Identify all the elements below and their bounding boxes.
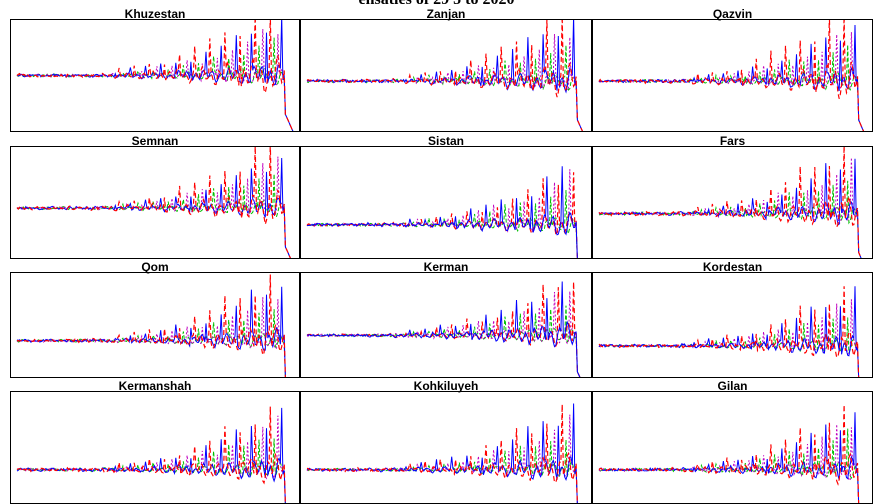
series-line-red [598, 147, 862, 258]
series-line-magenta [306, 414, 578, 503]
series-line-green [598, 44, 865, 131]
figure-title: ensaties of 29 5 to 2020 [0, 0, 873, 8]
series-line-blue [598, 24, 865, 131]
series-line-red [598, 20, 865, 131]
panel-title: Khuzestan [124, 7, 186, 21]
series-line-magenta [16, 297, 286, 377]
panel-kermanshah: Kermanshah [10, 380, 300, 504]
panel-sistan: Sistan [300, 135, 592, 259]
series-line-blue [16, 407, 286, 503]
panel-title: Kordestan [702, 260, 763, 274]
panel-plot [598, 147, 862, 258]
series-line-red [306, 404, 578, 503]
panel-kordestan: Kordestan [592, 261, 873, 378]
series-line-green [16, 438, 286, 503]
series-line-green [598, 317, 860, 377]
panel-plot [306, 166, 578, 258]
series-line-green [598, 428, 860, 503]
panel-semnan: Semnan [10, 135, 300, 259]
panel-kohkiluyeh: Kohkiluyeh [300, 380, 592, 504]
panel-plot [306, 403, 578, 503]
panel-title: Zanjan [426, 7, 466, 21]
series-line-green [306, 305, 581, 377]
panel-title: Qazvin [712, 7, 753, 21]
panel-plot [16, 406, 286, 503]
panel-title: Gilan [717, 379, 748, 393]
series-line-red [16, 274, 287, 377]
panel-plot [16, 20, 294, 131]
panel-gilan: Gilan [592, 380, 873, 504]
small-multiples-grid: Khuzestan Zanjan Qazvin Semnan Sistan Fars Qom… [10, 8, 873, 504]
series-line-red [306, 20, 584, 131]
panel-plot [598, 404, 860, 503]
panel-fars: Fars [592, 135, 873, 259]
series-line-red [16, 20, 294, 131]
panel-zanjan: Zanjan [300, 8, 592, 132]
panel-khuzestan: Khuzestan [10, 8, 300, 132]
panel-plot [306, 281, 581, 377]
series-line-red [16, 406, 286, 503]
series-line-green [16, 173, 291, 258]
series-line-magenta [598, 424, 860, 503]
panel-title: Kermanshah [118, 379, 192, 393]
series-line-red [598, 404, 860, 503]
panel-title: Kerman [423, 260, 469, 274]
panel-plot [598, 286, 860, 377]
series-line-red [306, 172, 578, 258]
series-line-magenta [16, 156, 291, 258]
series-line-magenta [306, 169, 578, 258]
series-line-red [598, 286, 860, 377]
series-line-magenta [598, 157, 862, 258]
series-line-blue [306, 403, 578, 503]
panel-title: Kohkiluyeh [413, 379, 479, 393]
series-line-blue [306, 20, 583, 131]
panel-title: Sistan [427, 134, 464, 148]
panel-plot [598, 20, 865, 131]
panel-qom: Qom [10, 261, 300, 378]
panel-title: Fars [719, 134, 746, 148]
panel-plot [16, 274, 287, 377]
series-line-red [16, 147, 292, 258]
series-line-blue [598, 286, 860, 377]
series-line-red [306, 281, 581, 377]
panel-qazvin: Qazvin [592, 8, 873, 132]
series-line-magenta [16, 28, 294, 131]
panel-kerman: Kerman [300, 261, 592, 378]
panel-plot [306, 20, 584, 131]
panel-title: Semnan [131, 134, 179, 148]
panel-title: Qom [141, 260, 169, 274]
series-line-blue [306, 166, 578, 258]
series-line-green [598, 180, 862, 258]
series-line-blue [16, 20, 294, 131]
panel-plot [16, 147, 292, 258]
series-line-blue [598, 412, 860, 503]
series-line-blue [306, 281, 581, 377]
